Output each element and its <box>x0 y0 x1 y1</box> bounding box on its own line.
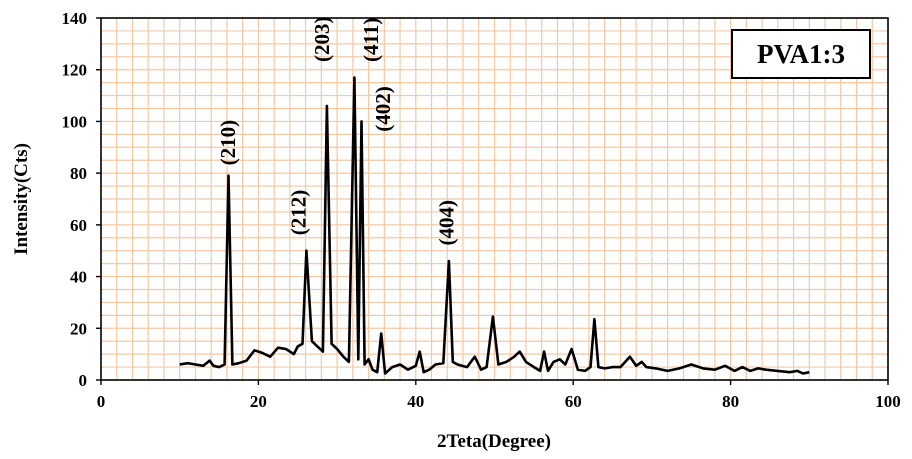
y-tick-label: 120 <box>62 61 88 80</box>
y-tick-label: 40 <box>70 268 87 287</box>
x-tick-label: 100 <box>875 392 901 411</box>
peak-label: (203) <box>310 17 334 63</box>
y-tick-label: 80 <box>70 164 87 183</box>
y-tick-label: 20 <box>70 319 87 338</box>
peak-annotations: (210) (212) (203) (411) (402) (404) <box>216 17 459 246</box>
peak-label: (402) <box>371 86 395 132</box>
x-axis-title: 2Teta(Degree) <box>437 431 551 452</box>
legend-box: PVA1:3 <box>731 29 871 79</box>
grid <box>101 18 888 380</box>
x-tick-label: 60 <box>565 392 582 411</box>
xrd-series-line <box>179 76 810 375</box>
legend-frame <box>731 29 871 79</box>
y-tick-label: 140 <box>62 9 88 28</box>
plot-frame <box>100 17 889 381</box>
y-tick-label: 0 <box>79 371 88 390</box>
peak-label: (212) <box>287 190 311 236</box>
x-tick-label: 0 <box>97 392 106 411</box>
legend-label: PVA1:3 <box>757 39 845 69</box>
peak-label: (411) <box>359 18 383 62</box>
y-axis-title: Intensity(Cts) <box>11 143 32 255</box>
y-tick-label: 100 <box>62 112 88 131</box>
x-tick-label: 20 <box>250 392 267 411</box>
y-tick-label: 60 <box>70 216 87 235</box>
peak-label: (404) <box>435 200 459 246</box>
x-tick-label: 80 <box>722 392 739 411</box>
axis-ticks: 0 20 40 60 80 100 0 20 40 60 80 100 120 140 <box>62 9 901 411</box>
peak-label: (210) <box>216 120 240 166</box>
x-tick-label: 40 <box>407 392 424 411</box>
